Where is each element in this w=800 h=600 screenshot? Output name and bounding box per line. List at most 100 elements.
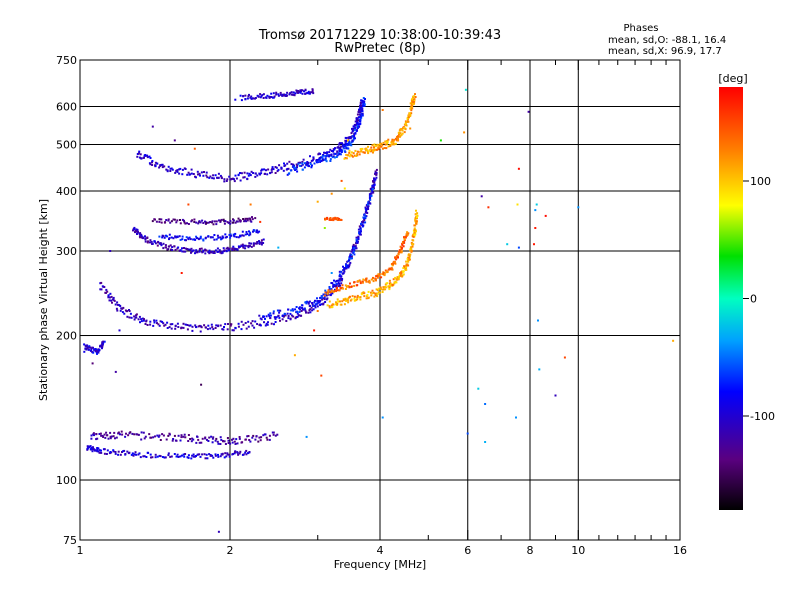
data-point: [146, 241, 149, 244]
data-point: [290, 91, 293, 94]
data-point: [144, 235, 146, 238]
data-point: [184, 250, 187, 253]
data-point: [352, 152, 355, 155]
data-point: [326, 292, 329, 295]
data-point: [345, 147, 348, 150]
data-point: [123, 312, 126, 315]
data-point: [247, 435, 250, 437]
data-point: [176, 322, 179, 325]
data-point: [359, 101, 362, 104]
data-point: [95, 449, 97, 452]
data-point: [212, 436, 215, 439]
data-point: [331, 292, 334, 295]
data-point: [246, 233, 249, 235]
data-point: [170, 455, 173, 458]
data-point: [316, 297, 318, 300]
data-point: [247, 95, 250, 98]
data-point: [355, 247, 358, 250]
data-point: [371, 149, 373, 152]
data-point: [182, 453, 185, 456]
data-point: [86, 445, 89, 448]
data-point: [100, 434, 103, 437]
data-point: [286, 173, 289, 176]
data-point: [239, 172, 241, 174]
x-tick-label: 2: [227, 544, 234, 557]
data-point: [173, 218, 176, 221]
data-point: [133, 226, 136, 229]
data-point: [242, 176, 245, 179]
data-point: [231, 329, 234, 332]
data-point: [357, 110, 360, 113]
data-point: [292, 165, 295, 168]
data-point: [244, 438, 247, 441]
data-point: [352, 250, 355, 253]
data-point: [154, 456, 157, 459]
data-point: [324, 155, 327, 157]
data-point: [140, 438, 143, 441]
data-point: [217, 236, 220, 239]
data-point: [200, 247, 203, 250]
data-point: [384, 140, 387, 143]
data-point: [306, 162, 309, 165]
data-point: [323, 298, 326, 301]
data-point: [175, 455, 178, 458]
data-point: [410, 100, 413, 103]
data-point: [334, 152, 337, 155]
y-tick-label: 750: [56, 54, 77, 67]
data-point: [305, 435, 308, 438]
data-point: [133, 315, 136, 318]
data-point: [177, 326, 180, 328]
data-point: [170, 167, 173, 170]
data-point: [382, 286, 385, 289]
data-point: [254, 217, 257, 220]
data-point: [391, 264, 394, 267]
data-point: [356, 120, 359, 123]
data-point: [354, 120, 357, 123]
stats-line-x: mean, sd,X: 96.9, 17.7: [608, 46, 722, 57]
data-point: [349, 295, 351, 298]
data-point: [195, 249, 198, 252]
data-point: [205, 326, 207, 329]
data-point: [382, 288, 385, 291]
data-point: [92, 446, 94, 449]
data-point: [264, 172, 266, 175]
data-point: [374, 292, 377, 295]
data-point: [144, 240, 147, 243]
data-point: [301, 308, 304, 311]
data-point: [249, 231, 252, 234]
data-point: [292, 315, 295, 318]
data-point: [142, 156, 145, 159]
data-point: [332, 155, 335, 158]
data-point: [200, 441, 203, 444]
data-point: [299, 308, 302, 311]
data-point: [363, 103, 366, 106]
data-point: [353, 284, 356, 287]
data-point: [115, 436, 118, 439]
data-point: [162, 247, 165, 250]
data-point: [181, 168, 184, 171]
data-point: [251, 216, 253, 219]
data-point: [324, 289, 327, 292]
data-point: [120, 430, 123, 433]
data-point: [251, 324, 254, 327]
data-point: [277, 93, 280, 96]
data-point: [236, 248, 239, 251]
data-point: [232, 218, 234, 221]
data-point: [160, 244, 163, 247]
data-point: [392, 261, 395, 264]
data-point: [267, 313, 270, 316]
data-point: [233, 178, 235, 181]
data-point: [100, 451, 103, 454]
data-point: [413, 98, 416, 101]
data-point: [198, 172, 201, 175]
data-point: [305, 163, 308, 166]
data-point: [386, 142, 389, 145]
data-point: [321, 298, 324, 301]
data-point: [223, 456, 226, 459]
data-point: [231, 247, 234, 250]
data-point: [226, 328, 229, 331]
data-point: [242, 95, 245, 98]
data-point: [401, 275, 404, 278]
data-point: [257, 95, 260, 98]
data-point: [190, 457, 193, 460]
